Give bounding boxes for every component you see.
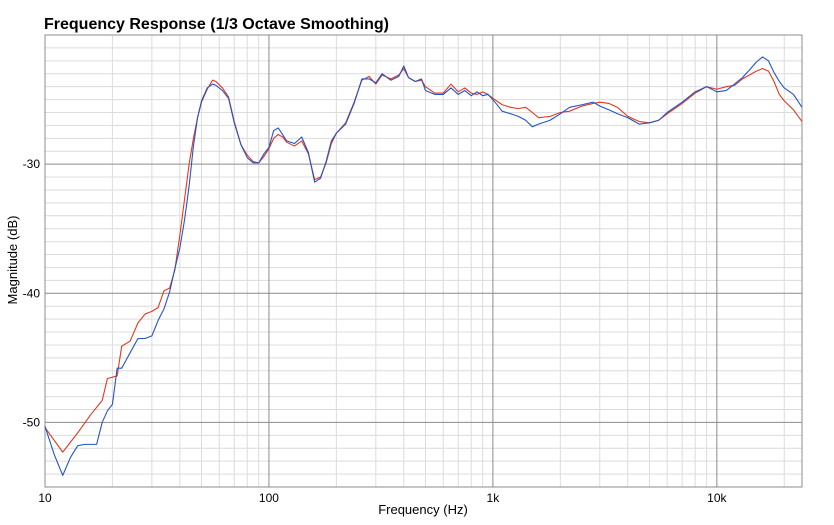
x-axis-label: Frequency (Hz)	[378, 502, 468, 517]
major-grid	[45, 35, 802, 487]
y-tick-label: -40	[23, 286, 41, 300]
y-axis-label: Magnitude (dB)	[5, 216, 20, 305]
y-tick-label: -30	[23, 157, 41, 171]
chart-title: Frequency Response (1/3 Octave Smoothing…	[44, 16, 389, 33]
series-line-red	[44, 68, 803, 453]
x-tick-label: 10	[38, 491, 52, 505]
x-tick-label: 100	[259, 491, 279, 505]
y-tick-label: -50	[23, 415, 41, 429]
series-line-blue	[44, 56, 803, 476]
x-tick-label: 1k	[487, 491, 501, 505]
x-tick-labels: 10 100 1k 10k	[38, 491, 727, 505]
series-layer	[44, 56, 803, 476]
y-tick-labels: -30 -40 -50	[23, 157, 41, 429]
plot-frame	[44, 34, 803, 488]
minor-grid	[45, 35, 802, 487]
x-tick-label: 10k	[707, 491, 727, 505]
